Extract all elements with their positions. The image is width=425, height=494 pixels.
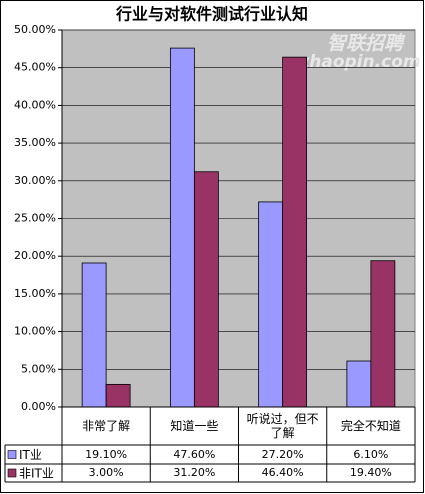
data-table-value: 46.40% bbox=[261, 466, 304, 479]
y-tick-label: 50.00% bbox=[14, 23, 56, 36]
y-tick-label: 10.00% bbox=[14, 325, 56, 338]
bar bbox=[169, 47, 195, 408]
watermark-site: zhaopin.com bbox=[298, 52, 420, 72]
data-table-value: 19.40% bbox=[349, 466, 392, 479]
x-tick-label: 听说过，但不了解 bbox=[246, 412, 319, 440]
y-tick-label: 20.00% bbox=[14, 249, 56, 262]
bar bbox=[346, 360, 372, 408]
chart-title: 行业与对软件测试行业认知 bbox=[115, 5, 308, 24]
legend-label: 非IT业 bbox=[19, 467, 54, 481]
x-tick-label: 非常了解 bbox=[82, 419, 131, 433]
bar bbox=[370, 260, 396, 408]
data-table-value: 27.20% bbox=[261, 447, 304, 461]
y-tick-label: 0.00% bbox=[21, 400, 56, 413]
legend-swatch bbox=[7, 450, 17, 459]
bar bbox=[81, 262, 107, 408]
watermark-brand: 智联招聘 bbox=[327, 33, 406, 55]
y-tick-label: 35.00% bbox=[14, 136, 56, 149]
x-tick-label: 完全不知道 bbox=[340, 419, 401, 433]
bar bbox=[258, 201, 284, 408]
data-table-value: 6.10% bbox=[353, 447, 389, 461]
bar bbox=[282, 56, 308, 408]
data-table-value: 47.60% bbox=[173, 447, 216, 461]
data-table-value: 3.00% bbox=[88, 466, 124, 479]
data-table-value: 31.20% bbox=[173, 466, 216, 479]
x-tick-label: 知道一些 bbox=[170, 419, 219, 433]
y-tick-label: 40.00% bbox=[14, 98, 56, 111]
y-tick-label: 15.00% bbox=[14, 287, 56, 300]
bar bbox=[193, 171, 219, 408]
data-table-value: 19.10% bbox=[85, 447, 128, 461]
y-tick-label: 25.00% bbox=[14, 212, 56, 225]
legend-label: IT业 bbox=[19, 448, 42, 462]
y-tick-label: 5.00% bbox=[21, 362, 56, 375]
y-tick-label: 45.00% bbox=[14, 61, 56, 74]
legend-swatch bbox=[7, 468, 17, 478]
bar bbox=[105, 383, 131, 408]
y-tick-label: 30.00% bbox=[14, 174, 56, 187]
